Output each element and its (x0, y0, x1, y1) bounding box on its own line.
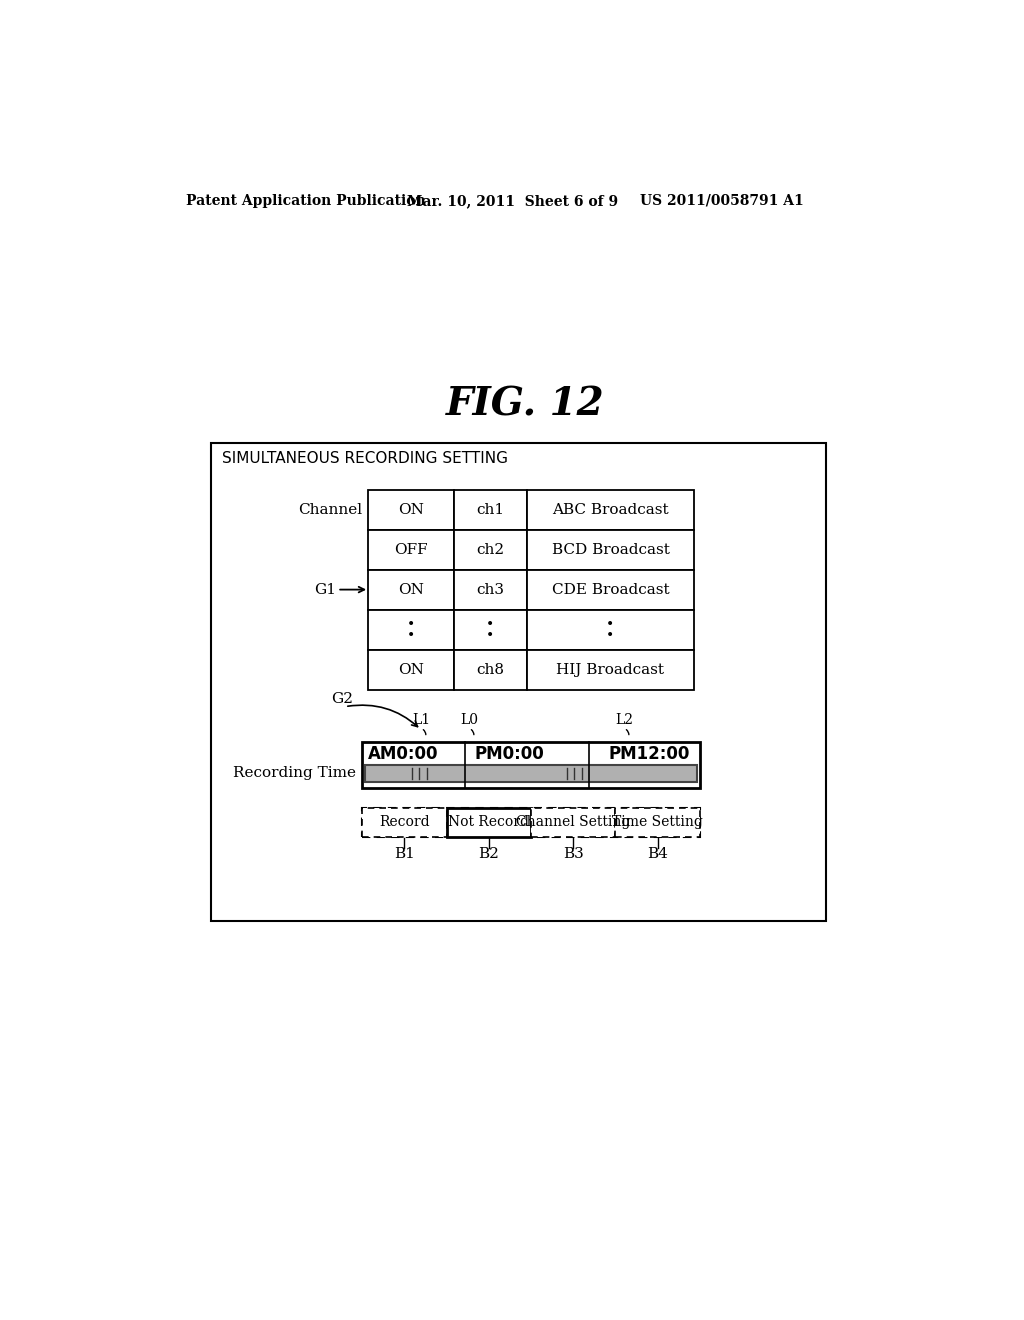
Text: Channel: Channel (298, 503, 362, 516)
Bar (211, 444, 825, 921)
Bar (369, 490, 454, 529)
Text: Record: Record (379, 816, 430, 829)
Bar (531, 808, 615, 837)
Text: ch8: ch8 (476, 663, 504, 677)
Bar (454, 570, 527, 610)
Text: ABC Broadcast: ABC Broadcast (552, 503, 669, 516)
Text: •: • (486, 628, 495, 642)
Text: ON: ON (398, 663, 424, 677)
Bar (369, 610, 454, 649)
Text: Time Setting: Time Setting (612, 816, 703, 829)
Text: Channel Setting: Channel Setting (516, 816, 631, 829)
Text: AM0:00: AM0:00 (369, 746, 438, 763)
Text: ch2: ch2 (476, 543, 505, 557)
Text: CDE Broadcast: CDE Broadcast (552, 582, 670, 597)
Text: ON: ON (398, 582, 424, 597)
Text: B1: B1 (394, 846, 415, 861)
Text: L1: L1 (412, 714, 430, 727)
Text: HIJ Broadcast: HIJ Broadcast (556, 663, 665, 677)
Bar (362, 742, 700, 788)
Text: •: • (486, 618, 495, 631)
Text: ch1: ch1 (476, 503, 505, 516)
Text: FIG. 12: FIG. 12 (445, 385, 604, 424)
Text: Recording Time: Recording Time (232, 766, 356, 780)
Bar (362, 808, 700, 837)
Bar (369, 649, 454, 689)
Text: BCD Broadcast: BCD Broadcast (552, 543, 670, 557)
Text: US 2011/0058791 A1: US 2011/0058791 A1 (640, 194, 803, 207)
Text: G1: G1 (314, 582, 336, 597)
Text: •: • (606, 628, 614, 642)
Text: Patent Application Publication: Patent Application Publication (186, 194, 426, 207)
Text: SIMULTANEOUS RECORDING SETTING: SIMULTANEOUS RECORDING SETTING (222, 451, 508, 466)
Text: ch3: ch3 (476, 582, 504, 597)
Bar (454, 649, 527, 689)
Text: OFF: OFF (394, 543, 428, 557)
Bar (527, 610, 693, 649)
Bar (446, 808, 531, 837)
Text: B3: B3 (563, 846, 584, 861)
Text: Mar. 10, 2011  Sheet 6 of 9: Mar. 10, 2011 Sheet 6 of 9 (407, 194, 618, 207)
Bar (362, 808, 446, 837)
Bar (369, 570, 454, 610)
Text: •: • (407, 628, 415, 642)
Text: PM0:00: PM0:00 (474, 746, 544, 763)
Text: B2: B2 (478, 846, 500, 861)
Text: ON: ON (398, 503, 424, 516)
Bar (454, 610, 527, 649)
Bar (369, 529, 454, 570)
Bar (527, 490, 693, 529)
Text: •: • (407, 618, 415, 631)
Bar (615, 808, 700, 837)
Bar (366, 766, 697, 781)
Text: L0: L0 (460, 714, 478, 727)
Text: PM12:00: PM12:00 (608, 746, 690, 763)
Text: •: • (606, 618, 614, 631)
Bar (527, 649, 693, 689)
Text: B4: B4 (647, 846, 668, 861)
Text: L2: L2 (615, 714, 633, 727)
Bar (454, 529, 527, 570)
Bar (527, 570, 693, 610)
Bar (527, 529, 693, 570)
Text: Not Record: Not Record (449, 816, 529, 829)
Text: G2: G2 (331, 692, 353, 706)
Bar (454, 490, 527, 529)
